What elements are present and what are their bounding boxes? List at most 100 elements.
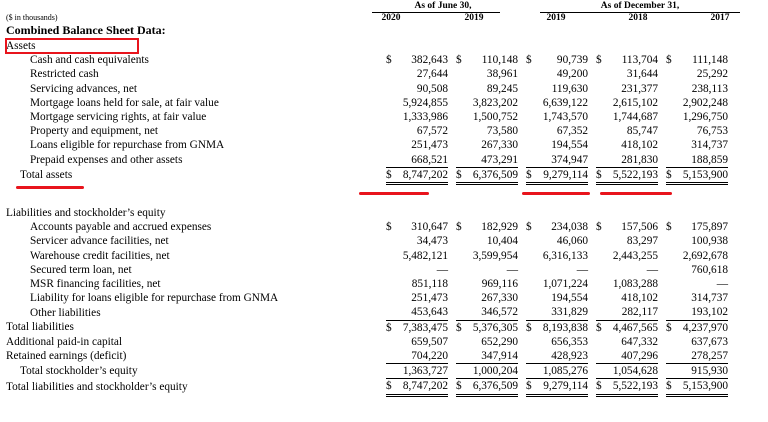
currency-symbol: [526, 249, 540, 263]
currency-symbol: $: [386, 54, 392, 67]
currency-symbol: [456, 124, 470, 138]
asset-row: Mortgage loans held for sale, at fair va…: [0, 96, 736, 110]
row-label: Accounts payable and accrued expenses: [30, 221, 212, 234]
currency-symbol: [666, 138, 680, 152]
value-cell: —: [436, 263, 448, 276]
value-cell: 851,118: [411, 278, 448, 291]
total-equity-row: Total stockholder’s equity 1,363,727 1,000…: [0, 363, 736, 379]
currency-symbol: [526, 335, 540, 349]
row-label: Loans eligible for repurchase from GNMA: [30, 139, 225, 152]
value-cell: 418,102: [621, 292, 658, 305]
value-cell: 7,383,475: [400, 319, 448, 335]
currency-symbol: [526, 110, 540, 124]
assets-highlight-box: [5, 38, 139, 54]
row-label: Liability for loans eligible for repurch…: [30, 292, 279, 305]
value-cell: 1,500,752: [472, 111, 518, 124]
currency-symbol: $: [386, 378, 400, 397]
currency-symbol: [386, 291, 400, 305]
currency-symbol: [456, 249, 470, 263]
value-cell: 27,644: [416, 68, 448, 81]
currency-symbol: [456, 263, 470, 277]
currency-symbol: [526, 124, 540, 138]
currency-symbol: [456, 335, 470, 349]
value-cell: 157,506: [621, 221, 658, 234]
value-cell: 282,117: [621, 306, 658, 319]
liability-row: MSR financing facilities, net 851,118 969,…: [0, 277, 736, 291]
value-cell: 647,332: [621, 335, 658, 348]
liability-row: Accounts payable and accrued expenses $31…: [0, 220, 736, 234]
currency-symbol: [386, 82, 400, 96]
value-cell: 652,290: [481, 335, 518, 348]
header-june-rule: [372, 12, 500, 13]
value-cell: 1,333,986: [402, 111, 448, 124]
currency-symbol: [526, 277, 540, 291]
currency-symbol: [666, 124, 680, 138]
value-cell: 1,054,628: [610, 363, 658, 379]
value-cell: 111,148: [692, 54, 728, 67]
value-cell: 915,930: [680, 363, 728, 379]
currency-symbol: [596, 249, 610, 263]
value-cell: 1,085,276: [540, 363, 588, 379]
currency-symbol: [456, 234, 470, 248]
currency-symbol: [456, 349, 470, 364]
value-cell: —: [506, 263, 518, 276]
currency-symbol: [386, 305, 400, 320]
currency-symbol: [386, 349, 400, 364]
value-cell: 310,647: [411, 221, 448, 234]
currency-symbol: [456, 153, 470, 168]
row-label: Secured term loan, net: [30, 263, 132, 276]
value-cell: 46,060: [556, 235, 588, 248]
row-label: Servicer advance facilities, net: [30, 235, 169, 248]
currency-symbol: [666, 335, 680, 349]
asset-row: Prepaid expenses and other assets 668,521…: [0, 153, 736, 168]
value-cell: 83,297: [626, 235, 658, 248]
currency-symbol: [596, 110, 610, 124]
value-cell: 182,929: [481, 221, 518, 234]
header-june-group: As of June 30,: [414, 1, 472, 11]
value-cell: 346,572: [481, 306, 518, 319]
row-label: Additional paid-in capital: [6, 335, 123, 348]
value-cell: 1,744,687: [612, 111, 658, 124]
value-cell: 34,473: [416, 235, 448, 248]
header-december-rule: [540, 12, 740, 13]
value-cell: 238,113: [691, 82, 728, 95]
row-label: Mortgage loans held for sale, at fair va…: [30, 96, 219, 109]
row-label: MSR financing facilities, net: [30, 278, 161, 291]
currency-symbol: $: [386, 166, 400, 186]
currency-symbol: [386, 110, 400, 124]
value-cell: 314,737: [691, 139, 728, 152]
value-cell: 5,924,855: [402, 96, 448, 109]
value-cell: 251,473: [411, 292, 448, 305]
liability-row: Servicer advance facilities, net 34,473 10…: [0, 234, 736, 248]
value-cell: 2,443,255: [612, 249, 658, 262]
currency-symbol: $: [526, 54, 532, 67]
total-assets-2019dec-underline: [522, 192, 590, 195]
asset-row: Loans eligible for repurchase from GNMA 2…: [0, 138, 736, 152]
assets-table: Assets Cash and cash equivalents $382,643 $…: [0, 39, 736, 186]
value-cell: 90,508: [416, 82, 448, 95]
currency-symbol: [386, 153, 400, 168]
currency-symbol: [456, 96, 470, 110]
currency-symbol: [526, 82, 540, 96]
currency-symbol: [666, 363, 680, 379]
value-cell: 188,859: [691, 153, 728, 166]
value-cell: 110,148: [481, 54, 518, 67]
value-cell: 382,643: [411, 54, 448, 67]
value-cell: 251,473: [411, 139, 448, 152]
currency-symbol: $: [596, 54, 602, 67]
value-cell: 9,279,114: [540, 166, 588, 186]
currency-symbol: [526, 363, 540, 379]
total-assets-2018-underline: [600, 192, 672, 195]
value-cell: 89,245: [486, 82, 518, 95]
value-cell: 193,102: [691, 306, 728, 319]
total-assets-2020-underline: [359, 192, 429, 195]
currency-symbol: [386, 335, 400, 349]
currency-symbol: $: [456, 54, 462, 67]
liability-row: Other liabilities 453,643 346,572 331,829 28…: [0, 305, 736, 320]
value-cell: 407,296: [621, 350, 658, 363]
currency-symbol: [456, 110, 470, 124]
value-cell: 374,947: [551, 153, 588, 166]
value-cell: 704,220: [411, 350, 448, 363]
asset-row: Property and equipment, net 67,572 73,580 6…: [0, 124, 736, 138]
header-year-3: 2019: [546, 13, 566, 23]
